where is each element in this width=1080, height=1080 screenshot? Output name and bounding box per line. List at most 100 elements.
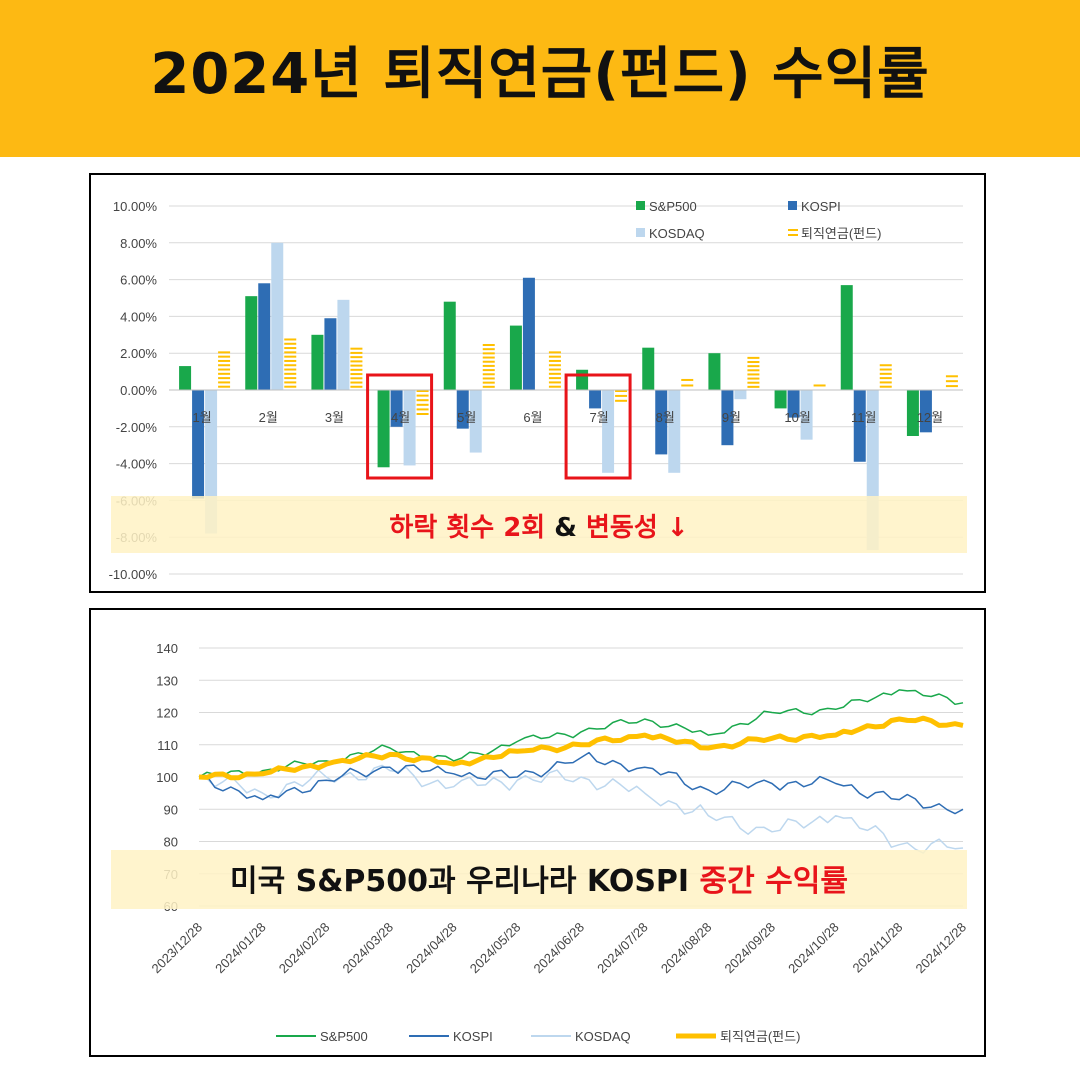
x-tick-label: 2024/07/28 xyxy=(594,920,651,977)
bar-kospi xyxy=(853,390,866,462)
bar-kosdaq xyxy=(800,390,813,440)
legend-swatch-pension xyxy=(788,234,798,236)
y-tick-label: -4.00% xyxy=(116,457,158,472)
bar-pension-stripe xyxy=(747,385,760,388)
bar-pension-stripe xyxy=(482,385,495,388)
x-category-label: 7월 xyxy=(589,410,608,425)
x-category-label: 9월 xyxy=(722,410,741,425)
bar-sp500 xyxy=(774,390,787,409)
x-category-label: 3월 xyxy=(325,410,344,425)
bar-pension-stripe xyxy=(218,381,231,384)
y-tick-label: 110 xyxy=(157,738,178,753)
monthly-returns-chart: 10.00% 8.00% 6.00% 4.00% 2.00% 0.00% -2.00% -4.… xyxy=(109,199,967,582)
highlight-box xyxy=(564,373,632,480)
y-tick-label: 2.00% xyxy=(120,346,157,361)
x-category-label: 6월 xyxy=(523,410,542,425)
bar-sp500 xyxy=(443,301,456,390)
bar-pension-stripe xyxy=(945,380,958,383)
legend-swatch-pension xyxy=(788,229,798,231)
bar-pension-stripe xyxy=(813,384,826,387)
bar-kospi xyxy=(919,390,932,433)
bar-kosdaq xyxy=(469,390,482,453)
bar-pension-stripe xyxy=(681,384,694,387)
bar-pension-stripe xyxy=(747,377,760,380)
x-category-label: 4월 xyxy=(391,410,410,425)
bar-pension-stripe xyxy=(218,385,231,388)
highlight-box xyxy=(366,373,434,480)
bar-sp500 xyxy=(311,334,324,390)
x-tick-label: 2024/12/28 xyxy=(912,920,969,977)
y-tick-label: 10.00% xyxy=(113,199,158,214)
bar-kospi xyxy=(390,390,403,427)
bar-pension-stripe xyxy=(482,344,495,346)
legend-label: KOSPI xyxy=(801,199,841,214)
x-category-label: 2월 xyxy=(259,410,278,425)
bar-pension-stripe xyxy=(482,348,495,351)
bar-pension-stripe xyxy=(482,373,495,376)
legend-label: S&P500 xyxy=(649,199,697,214)
cumulative-returns-panel: 140130120110100908070602023/12/282024/01… xyxy=(89,608,986,1057)
bar-pension-stripe xyxy=(548,381,561,384)
annotation-text: 미국 S&P500과 우리나라 KOSPI 중간 수익률 xyxy=(230,864,848,899)
bar-pension-stripe xyxy=(350,385,363,388)
x-category-label: 1월 xyxy=(192,410,211,425)
annotation-part: 변동성 ↓ xyxy=(586,513,689,543)
bar-kosdaq xyxy=(602,390,615,473)
x-tick-label: 2024/06/28 xyxy=(530,920,587,977)
bar-sp500 xyxy=(576,369,589,390)
bar-pension-stripe xyxy=(416,390,429,392)
bar-pension-stripe xyxy=(284,381,297,384)
bar-pension-stripe xyxy=(284,338,297,341)
bar-pension-stripe xyxy=(747,369,760,372)
bar-pension-stripe xyxy=(416,408,429,411)
bar-pension-stripe xyxy=(218,351,231,354)
bar-pension-stripe xyxy=(482,364,495,367)
bar-pension-stripe xyxy=(416,399,429,402)
y-tick-label: 100 xyxy=(156,770,178,785)
bar-pension-stripe xyxy=(548,351,561,354)
bar-pension-stripe xyxy=(747,365,760,368)
bar-sp500 xyxy=(179,366,192,390)
legend-label: KOSDAQ xyxy=(649,226,705,241)
bar-pension-stripe xyxy=(482,352,495,355)
x-tick-label: 2024/08/28 xyxy=(658,920,715,977)
y-tick-label: 130 xyxy=(156,673,178,688)
bar-pension-stripe xyxy=(416,413,429,415)
bar-sp500 xyxy=(840,285,853,390)
bar-pension-stripe xyxy=(350,373,363,376)
x-tick-label: 2024/01/28 xyxy=(212,920,269,977)
bar-pension-stripe xyxy=(615,390,628,392)
bar-pension-stripe xyxy=(482,381,495,384)
x-tick-label: 2024/04/28 xyxy=(403,920,460,977)
y-tick-label: 80 xyxy=(164,835,178,850)
series-line-0 xyxy=(198,689,964,778)
bar-pension-stripe xyxy=(218,355,231,358)
bar-pension-stripe xyxy=(747,381,760,384)
bar-pension-stripe xyxy=(350,356,363,359)
bar-kosdaq xyxy=(668,390,681,473)
bar-kospi xyxy=(721,390,734,446)
legend-swatch xyxy=(788,201,797,210)
bar-pension-stripe xyxy=(615,394,628,397)
x-category-label: 10월 xyxy=(784,410,810,425)
legend-label: 퇴직연금(펀드) xyxy=(720,1029,800,1044)
bar-pension-stripe xyxy=(482,356,495,359)
legend-label: 퇴직연금(펀드) xyxy=(801,226,881,241)
bar-kospi xyxy=(258,283,271,390)
y-tick-label: 0.00% xyxy=(120,383,157,398)
bar-pension-stripe xyxy=(284,355,297,358)
bar-pension-stripe xyxy=(879,377,892,380)
bar-pension-stripe xyxy=(548,372,561,375)
bar-pension-stripe xyxy=(284,364,297,367)
bar-pension-stripe xyxy=(284,385,297,388)
bar-pension-stripe xyxy=(548,368,561,371)
bar-kospi xyxy=(192,390,205,499)
x-category-label: 12월 xyxy=(917,410,943,425)
bar-pension-stripe xyxy=(284,351,297,354)
bar-pension-stripe xyxy=(945,375,958,378)
bar-kospi xyxy=(522,277,535,390)
bar-pension-stripe xyxy=(218,368,231,371)
bar-pension-stripe xyxy=(284,368,297,371)
legend-swatch xyxy=(636,228,645,237)
annotation-part: & xyxy=(545,513,586,543)
